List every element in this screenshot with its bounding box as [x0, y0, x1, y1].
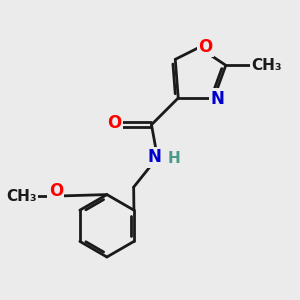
- Text: N: N: [211, 90, 224, 108]
- Text: CH₃: CH₃: [251, 58, 282, 73]
- Text: H: H: [167, 152, 180, 166]
- Text: CH₃: CH₃: [6, 189, 37, 204]
- Text: O: O: [199, 38, 213, 56]
- Text: O: O: [49, 182, 63, 200]
- Text: O: O: [107, 114, 122, 132]
- Text: N: N: [148, 148, 161, 166]
